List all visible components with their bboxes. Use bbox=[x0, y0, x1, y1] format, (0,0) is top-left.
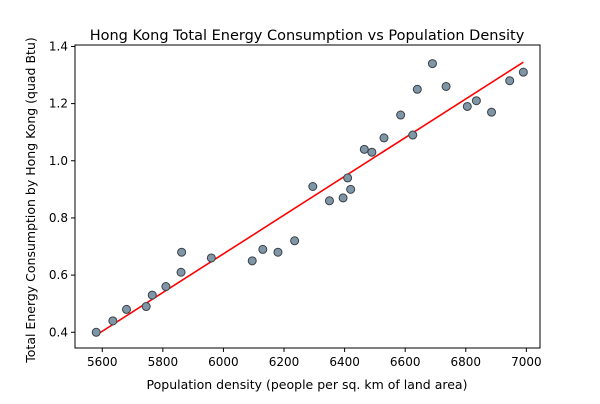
x-axis-ticks: 5600 5800 6000 6200 6400 6600 6800 7000 bbox=[87, 348, 542, 369]
y-tick-label: 1.0 bbox=[49, 154, 68, 168]
data-point bbox=[359, 144, 369, 154]
y-tick-label: 0.6 bbox=[49, 268, 68, 282]
x-tick-label: 6600 bbox=[390, 355, 421, 369]
data-point bbox=[338, 193, 348, 203]
data-point bbox=[471, 96, 481, 106]
data-point bbox=[121, 304, 131, 314]
data-point bbox=[396, 110, 406, 120]
data-point bbox=[91, 327, 101, 337]
chart-title: Hong Kong Total Energy Consumption vs Po… bbox=[90, 28, 525, 44]
x-tick-label: 5600 bbox=[87, 355, 118, 369]
data-point bbox=[379, 133, 389, 143]
y-axis-ticks: 0.4 0.6 0.8 1.0 1.2 1.4 bbox=[49, 39, 75, 339]
data-point bbox=[441, 81, 451, 91]
data-point bbox=[343, 173, 353, 183]
axes-frame bbox=[74, 44, 541, 349]
data-point bbox=[108, 316, 118, 326]
data-point bbox=[487, 107, 497, 117]
data-point bbox=[505, 76, 515, 86]
x-axis-label: Population density (people per sq. km of… bbox=[147, 377, 468, 392]
data-point bbox=[147, 290, 157, 300]
data-point bbox=[462, 101, 472, 111]
y-tick-label: 1.4 bbox=[49, 39, 68, 53]
y-tick-label: 0.4 bbox=[49, 325, 68, 339]
data-point bbox=[141, 302, 151, 312]
data-point bbox=[412, 84, 422, 94]
data-point bbox=[346, 184, 356, 194]
data-points-layer bbox=[91, 59, 528, 337]
data-point bbox=[206, 253, 216, 263]
data-point bbox=[408, 130, 418, 140]
data-point bbox=[176, 267, 186, 277]
data-point bbox=[247, 256, 257, 266]
y-tick-label: 1.2 bbox=[49, 97, 68, 111]
data-point bbox=[308, 181, 318, 191]
x-tick-label: 6000 bbox=[208, 355, 239, 369]
x-tick-label: 6400 bbox=[329, 355, 360, 369]
x-tick-label: 6800 bbox=[451, 355, 482, 369]
trend-line-layer bbox=[95, 61, 524, 336]
trend-line bbox=[95, 61, 524, 336]
x-tick-label: 6200 bbox=[269, 355, 300, 369]
plot-area-border bbox=[74, 44, 541, 349]
data-point bbox=[427, 59, 437, 69]
x-tick-label: 5800 bbox=[148, 355, 179, 369]
data-point bbox=[177, 247, 187, 257]
data-point bbox=[367, 147, 377, 157]
data-point bbox=[258, 244, 268, 254]
x-tick-label: 7000 bbox=[511, 355, 542, 369]
data-point bbox=[290, 236, 300, 246]
data-point bbox=[324, 196, 334, 206]
y-tick-label: 0.8 bbox=[49, 211, 68, 225]
data-point bbox=[273, 247, 283, 257]
y-axis-label: Total Energy Consumption by Hong Kong (q… bbox=[23, 37, 38, 363]
data-point bbox=[518, 67, 528, 77]
data-point bbox=[161, 282, 171, 292]
